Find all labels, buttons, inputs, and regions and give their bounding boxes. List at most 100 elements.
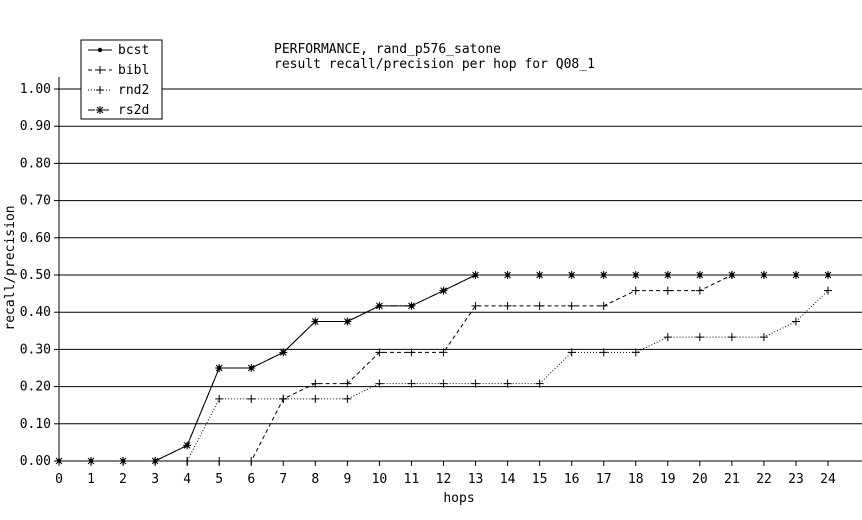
data-point — [375, 348, 384, 357]
chart-title: PERFORMANCE, rand_p576_satone — [274, 42, 501, 57]
data-point — [471, 301, 480, 310]
data-point — [567, 301, 576, 310]
data-point — [727, 271, 736, 279]
x-tick-label: 20 — [692, 472, 708, 487]
y-tick-label: 0.40 — [20, 305, 51, 320]
data-point — [439, 348, 448, 357]
x-tick-label: 18 — [628, 472, 644, 487]
data-point — [55, 457, 63, 465]
data-point — [96, 86, 104, 94]
data-point — [343, 394, 352, 403]
legend-label: bibl — [118, 63, 149, 78]
data-point — [663, 333, 672, 342]
data-point — [279, 348, 288, 357]
series-line — [59, 290, 829, 462]
data-point — [631, 286, 640, 295]
x-axis-label: hops — [443, 491, 474, 506]
y-tick-label: 0.10 — [20, 417, 51, 432]
data-point — [824, 271, 832, 279]
x-tick-label: 1 — [87, 472, 95, 487]
data-point — [695, 286, 704, 295]
x-tick-label: 13 — [468, 472, 484, 487]
x-tick-label: 19 — [660, 472, 676, 487]
x-tick-label: 22 — [756, 472, 772, 487]
x-tick-label: 14 — [500, 472, 516, 487]
x-tick-labels: 0 1 2 3 4 5 6 7 8 9 10 11 12 13 14 15 16 17 18 19 20 21 22 23 24 — [55, 472, 836, 487]
x-tick-label: 3 — [151, 472, 159, 487]
data-point — [599, 301, 608, 310]
x-tick-label: 5 — [215, 472, 223, 487]
x-tick-label: 17 — [596, 472, 612, 487]
y-tick-label: 0.80 — [20, 156, 51, 171]
data-point — [695, 271, 704, 279]
series-bcst — [56, 272, 831, 464]
data-point — [824, 286, 832, 295]
y-tick-label: 0.90 — [20, 119, 51, 134]
data-point — [247, 457, 256, 465]
data-point — [631, 348, 640, 357]
data-point — [247, 394, 256, 403]
chart-subtitle: result recall/precision per hop for Q08_… — [274, 57, 595, 72]
y-tick-label: 0.20 — [20, 380, 51, 395]
data-point — [631, 271, 640, 279]
x-tick-label: 21 — [724, 472, 740, 487]
data-point — [791, 271, 800, 279]
series-rs2d — [55, 271, 832, 465]
data-point — [503, 379, 512, 388]
data-point — [439, 286, 448, 295]
data-point — [471, 379, 480, 388]
data-point — [535, 271, 544, 279]
x-tick-label: 2 — [119, 472, 127, 487]
y-tick-label: 0.70 — [20, 194, 51, 209]
data-point — [407, 379, 416, 388]
data-point — [759, 333, 768, 342]
data-point — [119, 457, 128, 465]
data-point — [567, 271, 576, 279]
data-point — [97, 47, 103, 53]
y-tick-label: 0.60 — [20, 231, 51, 246]
data-point — [407, 301, 416, 310]
data-point — [215, 364, 224, 372]
data-point — [96, 106, 104, 114]
x-tick-label: 9 — [343, 472, 351, 487]
data-point — [87, 457, 96, 465]
data-point — [247, 364, 256, 372]
x-tick-label: 12 — [436, 472, 452, 487]
data-point — [759, 271, 768, 279]
y-tick-label: 1.00 — [20, 82, 51, 97]
x-tick-label: 6 — [247, 472, 255, 487]
data-point — [407, 348, 416, 357]
data-point — [215, 394, 224, 403]
data-point — [695, 333, 704, 342]
legend-label: rs2d — [118, 103, 149, 118]
data-point — [663, 286, 672, 295]
series-rnd2 — [55, 286, 832, 465]
x-tick-label: 10 — [372, 472, 388, 487]
data-point — [471, 271, 480, 279]
y-tick-label: 0.50 — [20, 268, 51, 283]
data-point — [535, 379, 544, 388]
legend: bcst bibl rnd2 rs2d — [80, 39, 163, 120]
data-point — [311, 394, 320, 403]
series-line — [59, 274, 828, 462]
data-point — [503, 301, 512, 310]
series-line — [59, 274, 828, 462]
data-point — [96, 66, 104, 74]
data-point — [375, 301, 384, 310]
data-point — [375, 379, 384, 388]
data-point — [727, 333, 736, 342]
x-tick-label: 0 — [55, 472, 63, 487]
x-tick-label: 16 — [564, 472, 580, 487]
series-line — [59, 274, 828, 462]
legend-label: bcst — [118, 43, 149, 58]
data-point — [439, 379, 448, 388]
y-tick-labels: 0.00 0.10 0.20 0.30 0.40 0.50 0.60 0.70 0.80 0.90… — [20, 82, 51, 469]
data-point — [791, 317, 800, 326]
data-point — [311, 379, 320, 388]
x-tick-label: 15 — [532, 472, 548, 487]
x-tick-label: 24 — [820, 472, 836, 487]
x-tick-label: 11 — [404, 472, 420, 487]
grid-lines — [59, 88, 862, 462]
y-tick-label: 0.00 — [20, 454, 51, 469]
